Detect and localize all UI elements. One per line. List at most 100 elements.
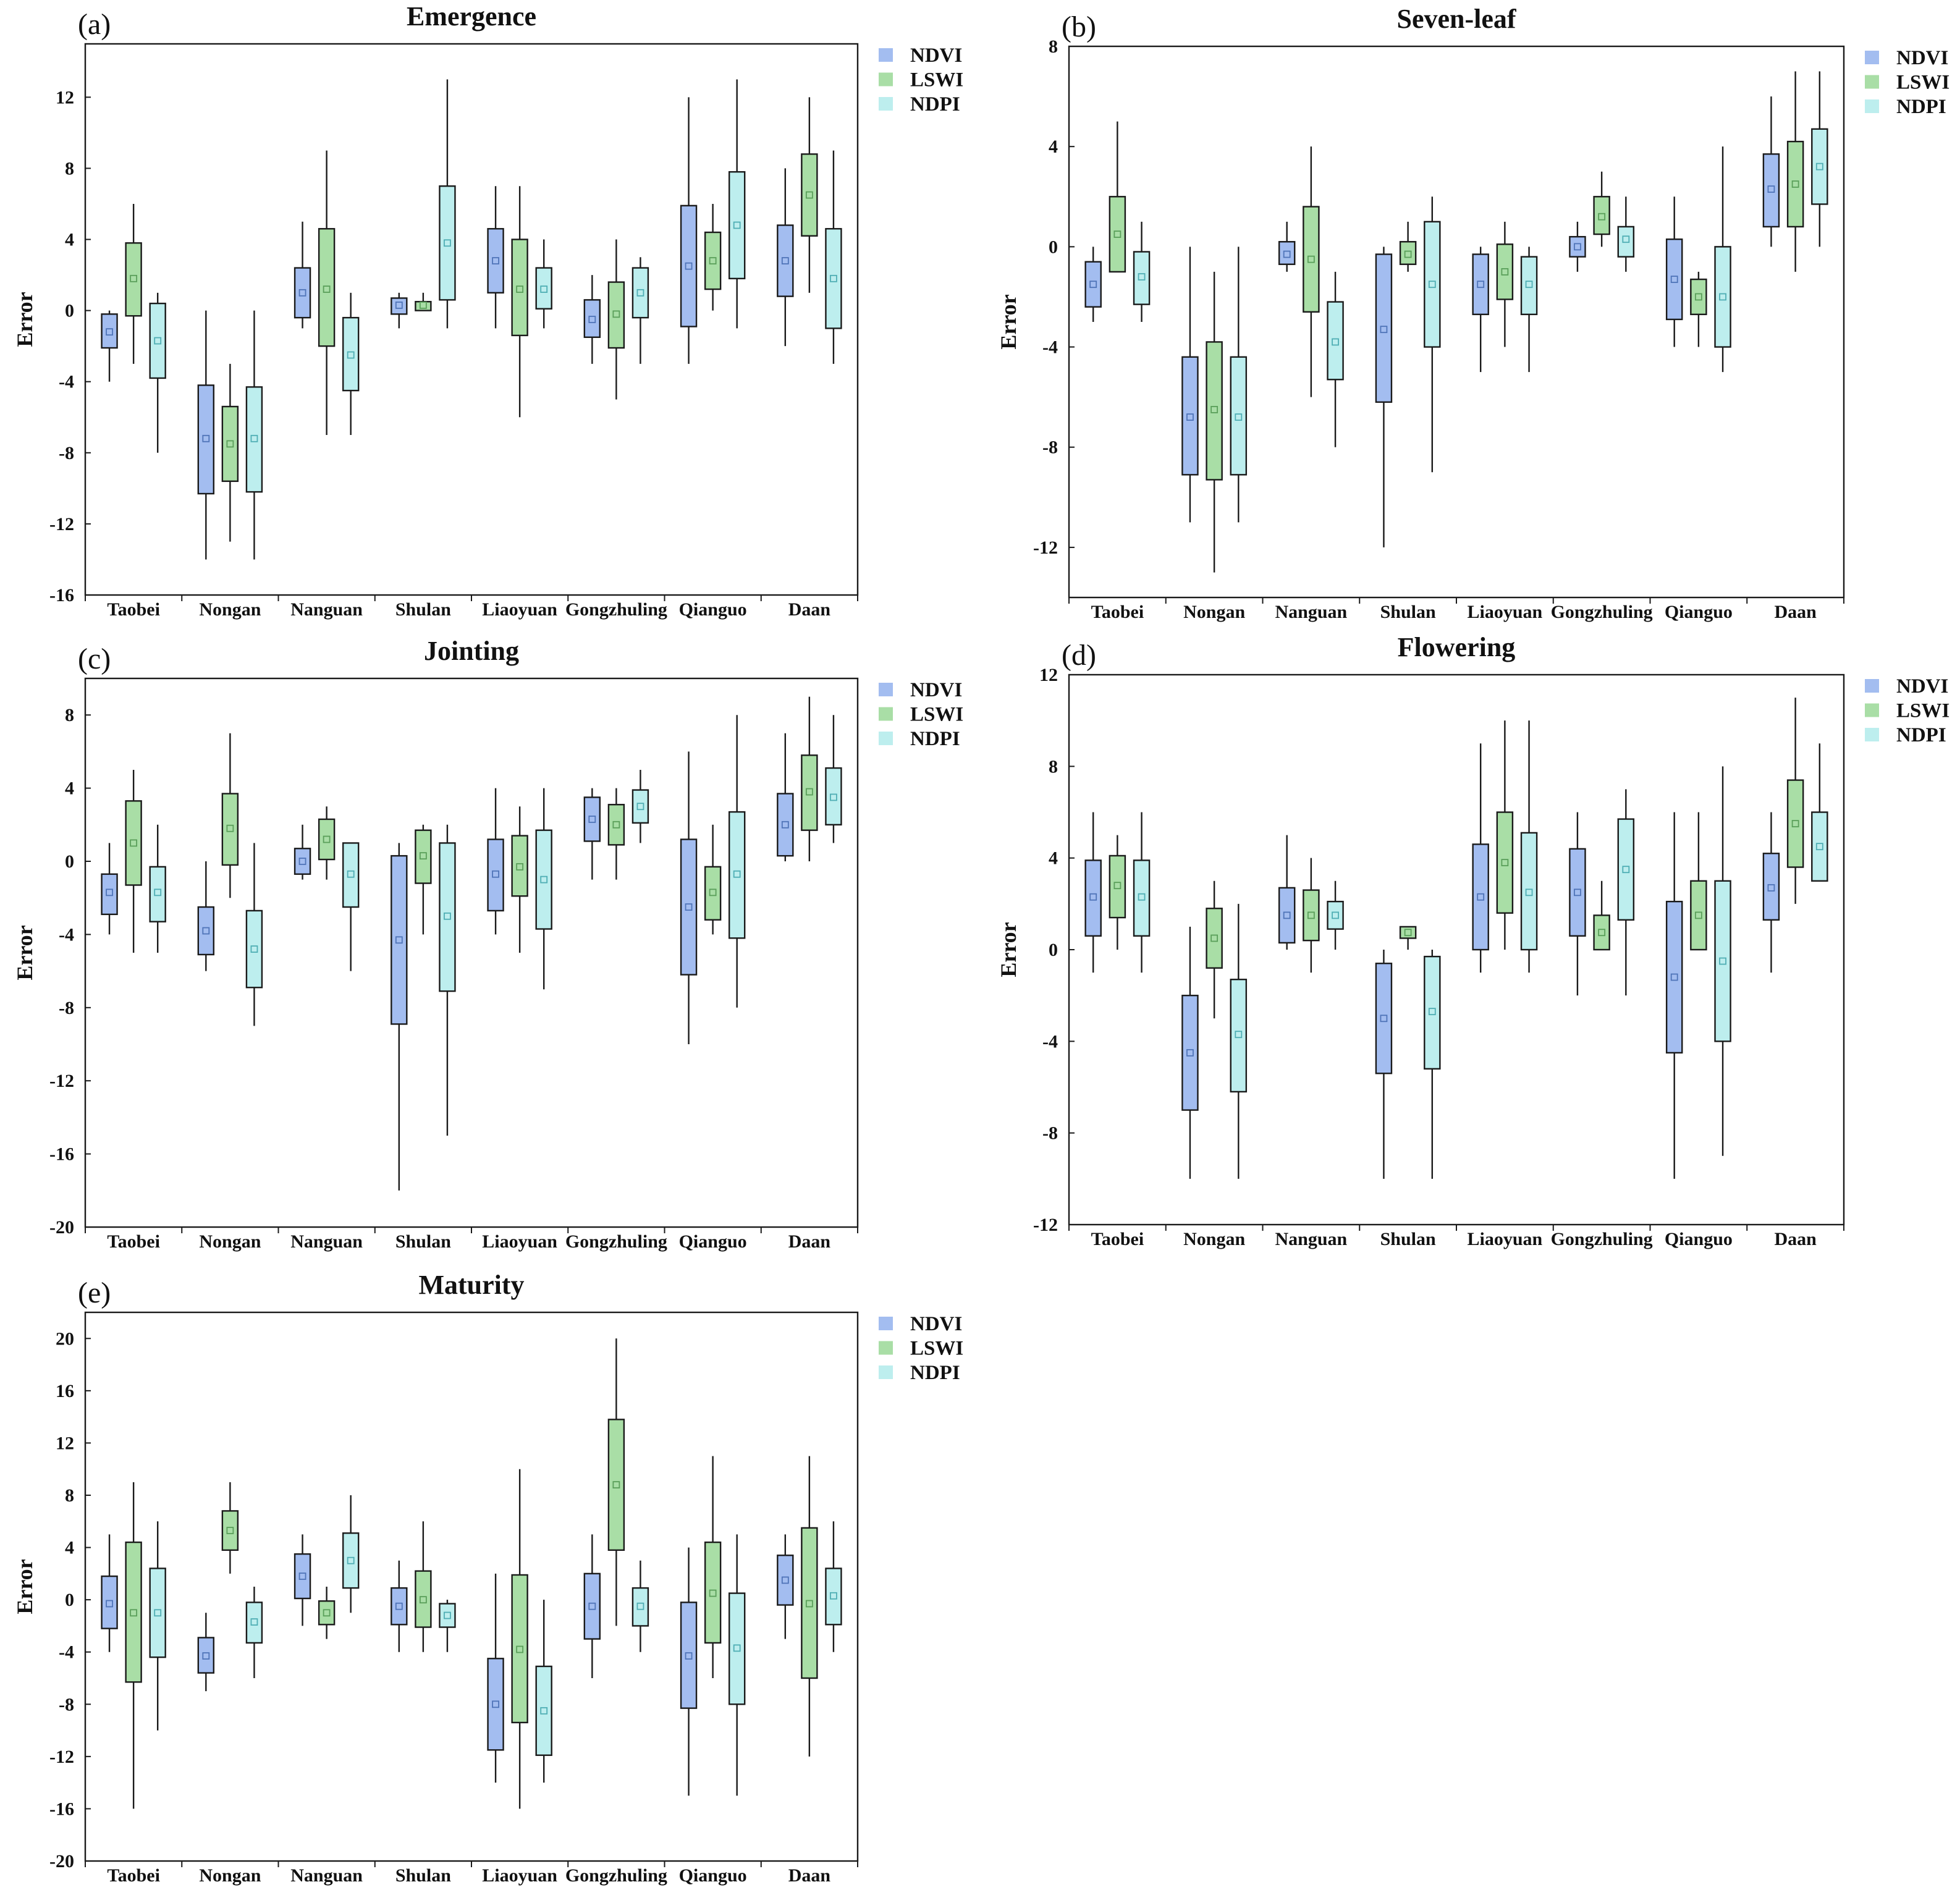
mean-marker-ndpi-gongzhuling <box>636 289 644 297</box>
y-tick-label: -4 <box>59 1642 74 1663</box>
box-ndpi-qianguo <box>728 1592 746 1705</box>
box-lswi-taobei <box>1109 196 1126 273</box>
legend-label-ndvi: NDVI <box>1896 675 1948 698</box>
y-tick-label: -8 <box>1042 1123 1058 1144</box>
panel-seven-leaf: Seven-leaf (b) Error 8 4 0 -4 -8 -12 Taobei Nongan… <box>996 4 1949 622</box>
box-ndpi-shulan <box>439 185 456 301</box>
box-lswi-liaoyuan <box>511 835 528 897</box>
mean-marker-ndvi-gongzhuling <box>588 316 596 323</box>
legend-label-lswi: LSWI <box>910 69 963 91</box>
mean-marker-ndvi-nanguan <box>298 858 306 865</box>
box-lswi-qianguo <box>704 1541 722 1644</box>
mean-marker-lswi-shulan <box>1404 250 1412 258</box>
box-ndvi-gongzhuling <box>583 299 601 338</box>
box-ndvi-gongzhuling <box>1569 235 1586 258</box>
mean-marker-ndvi-nanguan <box>298 1572 306 1580</box>
x-tick-label-daan: Daan <box>1774 602 1817 622</box>
x-tick-label-nanguan: Nanguan <box>290 599 363 620</box>
x-tick-label-shulan: Shulan <box>395 599 451 620</box>
legend-swatch-lswi <box>1865 703 1879 717</box>
mean-marker-ndpi-daan <box>830 274 837 282</box>
legend-swatch-ndvi <box>1865 51 1879 64</box>
y-tick-label: 0 <box>65 851 74 872</box>
mean-marker-lswi-daan <box>1791 180 1799 188</box>
box-ndvi-shulan <box>1375 963 1393 1074</box>
mean-marker-ndvi-nanguan <box>298 289 306 297</box>
box-ndvi-qianguo <box>1665 238 1683 321</box>
y-axis-label: Error <box>12 925 37 980</box>
box-lswi-nongan <box>1206 341 1223 481</box>
mean-marker-ndvi-nongan <box>1186 1049 1194 1057</box>
box-ndpi-gongzhuling <box>632 789 649 824</box>
mean-marker-ndvi-taobei <box>106 888 113 897</box>
mean-marker-ndvi-daan <box>781 1576 789 1584</box>
box-ndvi-gongzhuling <box>583 796 601 842</box>
mean-marker-ndpi-shulan <box>444 1611 451 1619</box>
mean-marker-ndpi-nanguan <box>347 1556 355 1564</box>
y-tick-label: -4 <box>59 372 74 392</box>
box-ndpi-gongzhuling <box>1617 226 1635 258</box>
x-tick-label-shulan: Shulan <box>1380 602 1436 622</box>
box-lswi-taobei <box>125 1541 142 1683</box>
mean-marker-ndvi-gongzhuling <box>588 816 596 823</box>
legend-label-ndvi: NDVI <box>910 44 962 67</box>
x-tick-label-liaoyuan: Liaoyuan <box>1468 1229 1543 1249</box>
mean-marker-lswi-shulan <box>419 1596 427 1604</box>
mean-marker-lswi-gongzhuling <box>612 821 620 829</box>
mean-marker-lswi-nongan <box>226 1527 234 1534</box>
box-lswi-gongzhuling <box>607 1419 625 1551</box>
mean-marker-ndvi-liaoyuan <box>1477 893 1485 901</box>
y-tick-label: 8 <box>1049 36 1058 57</box>
legend-swatch-ndpi <box>1865 728 1879 741</box>
x-tick-label-taobei: Taobei <box>1091 1229 1144 1249</box>
box-ndvi-daan <box>1762 153 1780 228</box>
mean-marker-ndvi-qianguo <box>685 903 693 911</box>
mean-marker-ndvi-nongan <box>202 434 210 442</box>
legend-label-ndvi: NDVI <box>910 679 962 701</box>
mean-marker-ndpi-nanguan <box>1332 338 1339 346</box>
chart-title: Maturity <box>418 1270 524 1300</box>
mean-marker-lswi-qianguo <box>709 888 717 897</box>
x-tick-label-qianguo: Qianguo <box>679 599 747 620</box>
mean-marker-ndvi-qianguo <box>685 262 693 270</box>
mean-marker-ndvi-taobei <box>1089 281 1097 289</box>
box-ndvi-taobei <box>1084 859 1102 937</box>
plot-frame <box>84 43 859 596</box>
x-tick-label-shulan: Shulan <box>395 1231 451 1252</box>
box-ndvi-liaoyuan <box>487 228 504 294</box>
mean-marker-ndpi-liaoyuan <box>540 285 548 293</box>
y-tick-label: 0 <box>65 301 74 321</box>
mean-marker-ndvi-shulan <box>395 1602 403 1610</box>
mean-marker-ndpi-shulan <box>444 239 451 247</box>
box-ndvi-liaoyuan <box>487 1658 504 1751</box>
x-tick-label-taobei: Taobei <box>1091 602 1144 622</box>
box-ndpi-daan <box>1811 128 1828 205</box>
box-ndpi-nongan <box>1230 979 1248 1093</box>
y-tick-label: -12 <box>1033 538 1058 558</box>
x-tick-label-nanguan: Nanguan <box>1275 602 1348 622</box>
box-ndpi-qianguo <box>728 811 746 939</box>
y-tick-label: 8 <box>65 158 74 179</box>
x-tick-label-qianguo: Qianguo <box>1665 1229 1733 1249</box>
mean-marker-lswi-qianguo <box>1694 911 1702 919</box>
x-tick-label-nongan: Nongan <box>199 1231 261 1252</box>
legend-swatch-ndpi <box>879 732 893 745</box>
box-ndvi-shulan <box>391 1587 408 1626</box>
mean-marker-lswi-taobei <box>130 1609 138 1617</box>
y-tick-label: 4 <box>1049 848 1058 869</box>
mean-marker-ndpi-gongzhuling <box>636 1602 644 1610</box>
panel-maturity: Maturity (e) Error 20 16 12 8 4 0 -4 -8 -12 -16 -20 Ta… <box>12 1270 963 1886</box>
box-lswi-liaoyuan <box>511 1574 528 1724</box>
y-axis-label: Error <box>12 292 37 347</box>
box-ndpi-daan <box>825 767 842 826</box>
mean-marker-ndvi-qianguo <box>1670 276 1678 283</box>
legend-label-ndvi: NDVI <box>1896 47 1948 69</box>
mean-marker-lswi-nongan <box>1210 934 1219 942</box>
mean-marker-ndvi-liaoyuan <box>1477 281 1485 289</box>
x-tick-label-daan: Daan <box>788 1231 831 1252</box>
legend-swatch-ndvi <box>879 683 893 696</box>
box-lswi-nongan <box>221 405 239 483</box>
box-ndpi-gongzhuling <box>1617 818 1635 921</box>
x-tick-label-gongzhuling: Gongzhuling <box>565 1865 667 1886</box>
mean-marker-lswi-shulan <box>419 852 427 860</box>
